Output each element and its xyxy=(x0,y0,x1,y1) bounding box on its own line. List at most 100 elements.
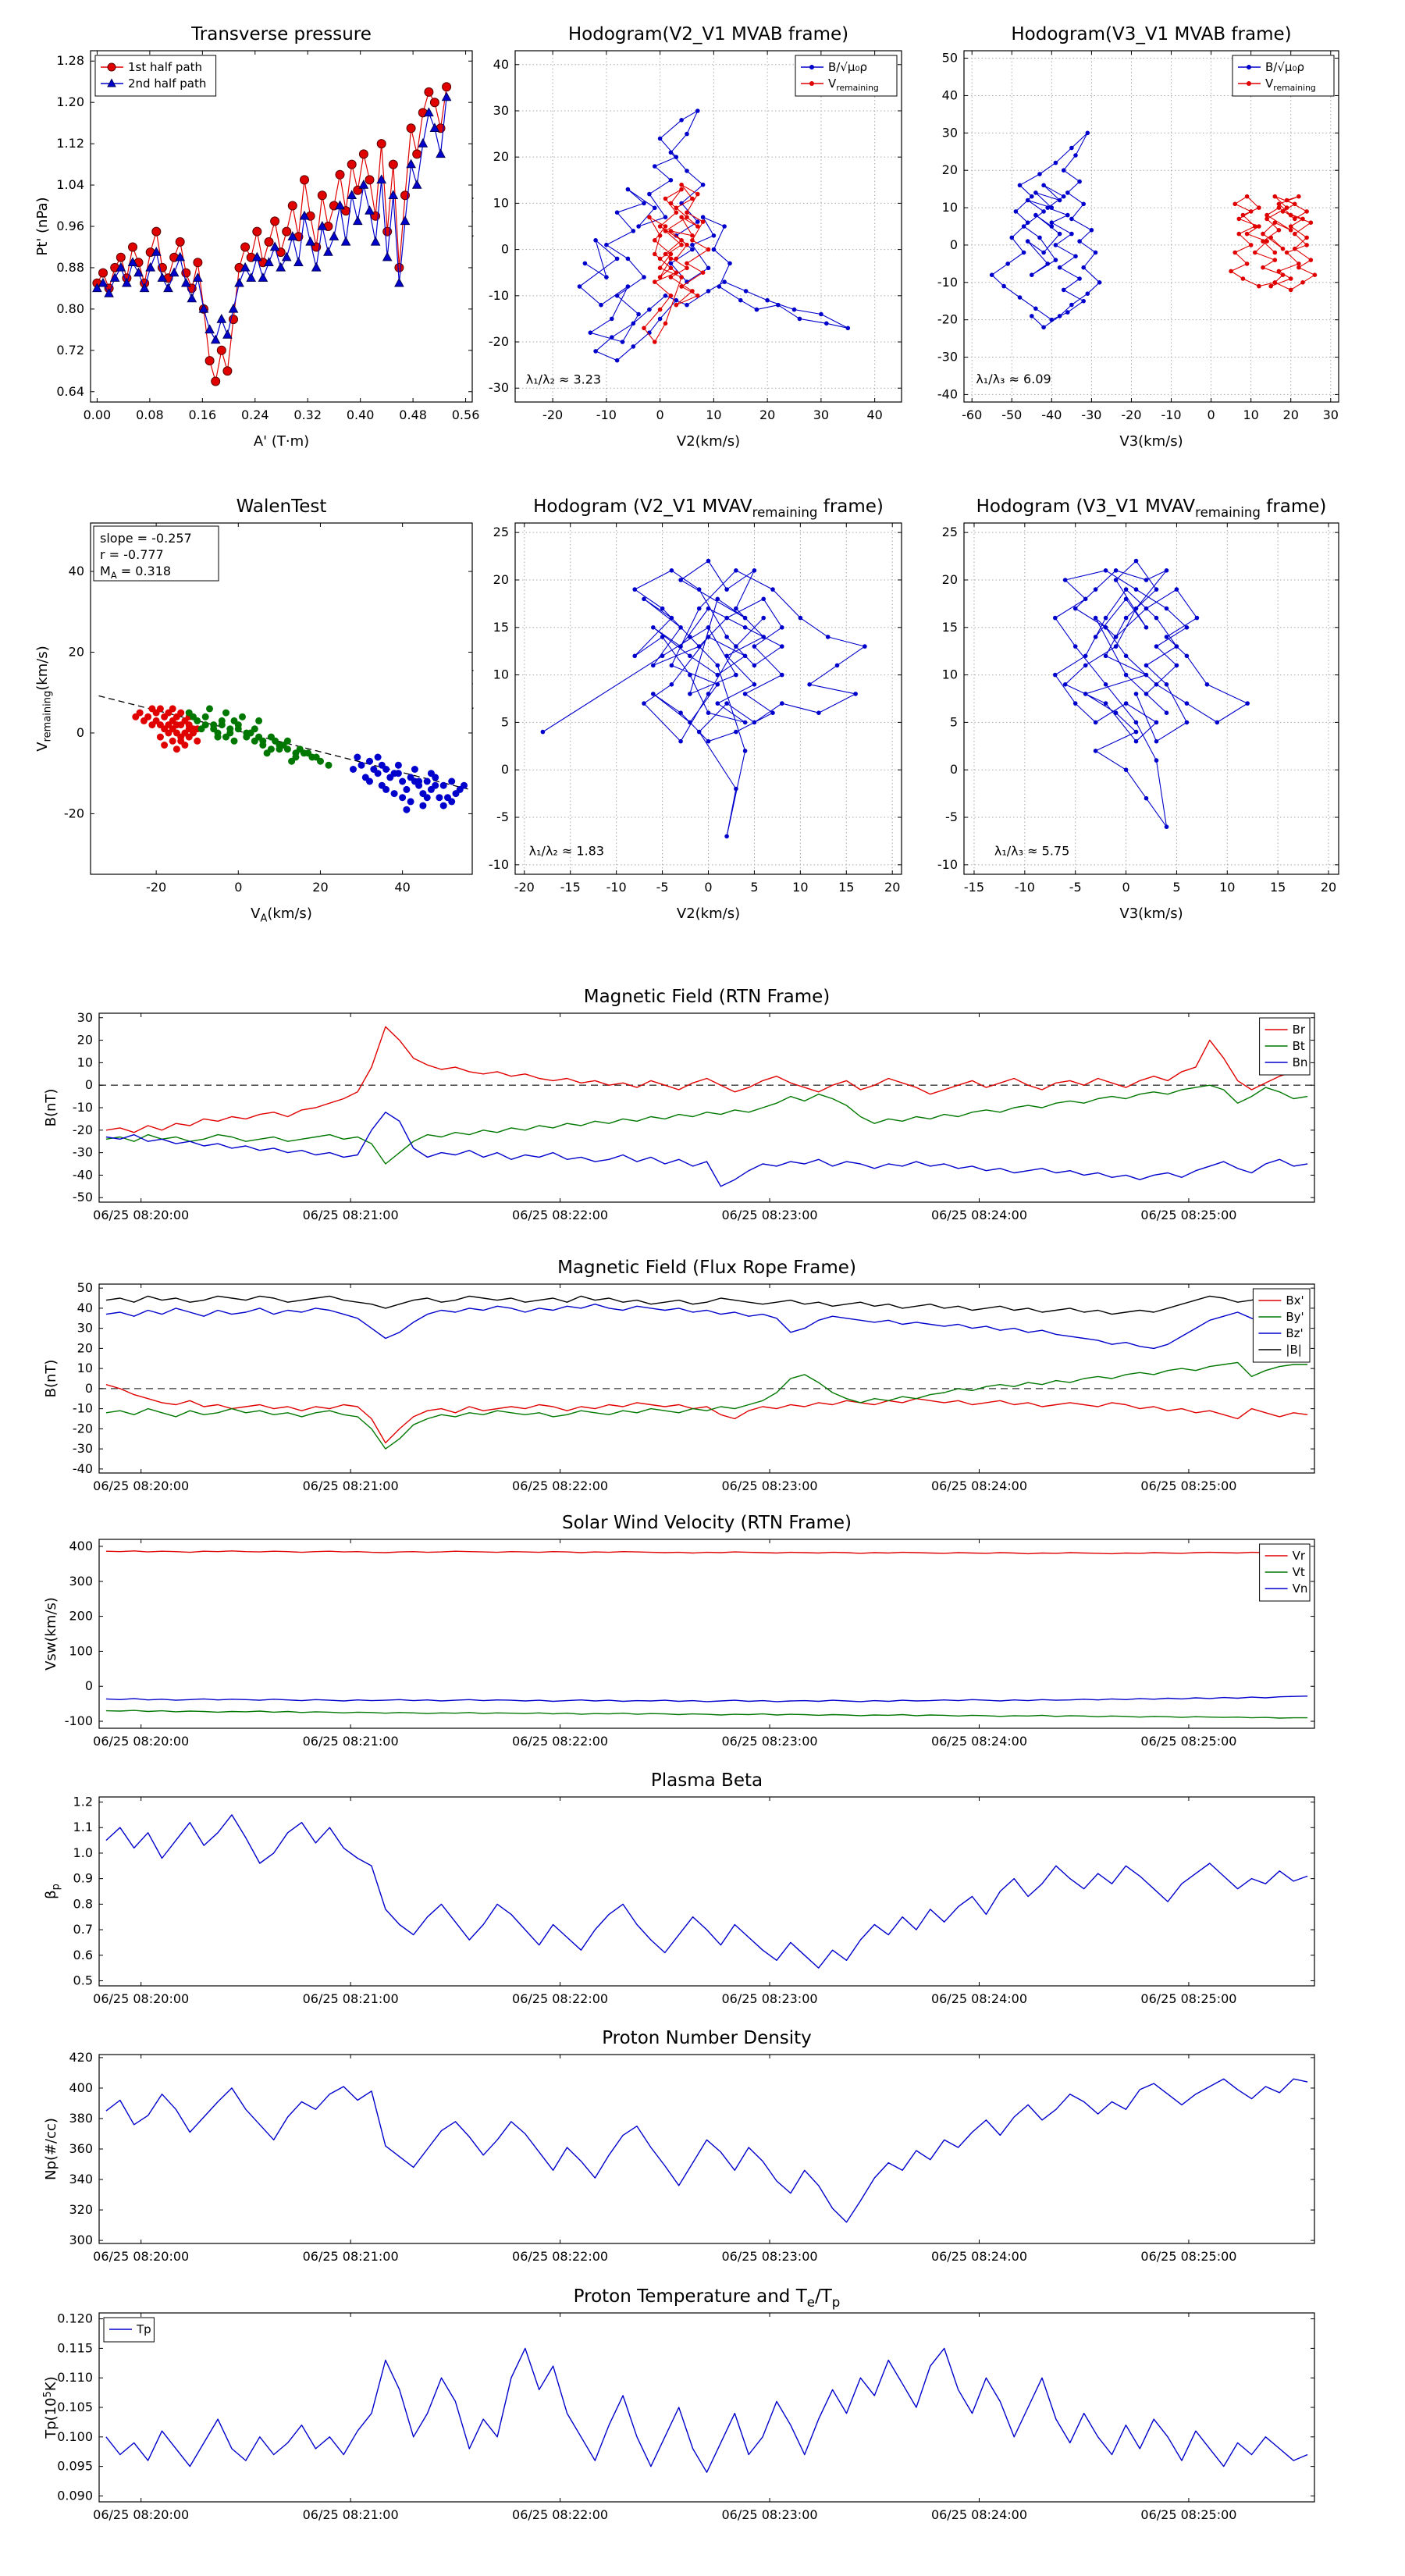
mag-fr-ytick-label: -10 xyxy=(73,1401,93,1416)
transverse-plot-area xyxy=(91,51,472,402)
beta-title: Plasma Beta xyxy=(651,1770,763,1791)
hod-v3-mvab-annotation: λ₁/λ₃ ≈ 6.09 xyxy=(976,372,1051,386)
walen-point-seg2 xyxy=(267,733,275,741)
vel-rtn-series-Vt xyxy=(105,1710,1308,1719)
tp-xtick-label: 06/25 08:21:00 xyxy=(303,2507,399,2522)
hod-v3-mvab-ytick-label: -20 xyxy=(937,312,958,327)
transverse-xtick-label: 0.24 xyxy=(241,407,269,422)
hod-v2-mvav-ytick-label: 15 xyxy=(493,620,509,635)
walen-point-seg3 xyxy=(394,770,402,777)
mag-rtn-ytick-label: -20 xyxy=(73,1123,93,1137)
mag-fr-xtick-label: 06/25 08:21:00 xyxy=(303,1478,399,1493)
np-ytick-label: 300 xyxy=(69,2233,93,2247)
tp-ytick-label: 0.120 xyxy=(57,2311,93,2326)
transverse-title: Transverse pressure xyxy=(190,24,372,44)
tp-ytick-label: 0.110 xyxy=(57,2370,93,2385)
transverse-ytick-label: 0.96 xyxy=(56,219,84,233)
hod-v3-mvab-legend-label: B/√μ₀ρ xyxy=(1265,60,1304,74)
walen-xtick-label: 0 xyxy=(234,880,242,895)
np-plot-area xyxy=(99,2055,1314,2243)
walen-point-seg2 xyxy=(206,705,213,713)
walen-point-seg2 xyxy=(239,713,246,720)
mag-fr-axes: 06/25 08:20:00 06/25 08:21:00 06/25 08:22:… xyxy=(73,1280,1314,1493)
mag-rtn-ytick-label: 30 xyxy=(77,1010,93,1025)
hod-v3-mvab-legend[interactable] xyxy=(1232,55,1335,97)
vel-rtn-series-Vn xyxy=(105,1695,1308,1703)
tp-plot-group xyxy=(105,2347,1308,2473)
walen-point-seg2 xyxy=(251,725,258,733)
hod-v3-mvab-title: Hodogram(V3_V1 MVAB frame) xyxy=(1011,24,1291,44)
hod-v2-mvab-xtick-label: -10 xyxy=(596,407,617,422)
walen-point-seg1 xyxy=(177,721,185,729)
hod-v2-mvab-title: Hodogram(V2_V1 MVAB frame) xyxy=(568,24,848,44)
walen-point-seg2 xyxy=(283,737,291,745)
hod-v2-mvab-ytick-label: -30 xyxy=(489,380,509,395)
tp-xtick-label: 06/25 08:22:00 xyxy=(512,2507,608,2522)
mag-fr-legend-label: |B| xyxy=(1286,1343,1301,1357)
np-ytick-label: 380 xyxy=(69,2111,93,2126)
hod-v3-mvav-annotation: λ₁/λ₃ ≈ 5.75 xyxy=(994,844,1069,859)
walen-point-seg3 xyxy=(350,766,357,773)
hod-v2-mvab-ytick-label: 10 xyxy=(493,195,509,210)
mag-rtn-title: Magnetic Field (RTN Frame) xyxy=(584,987,831,1007)
vel-rtn-ytick-label: 400 xyxy=(69,1539,93,1553)
walen-plot-group xyxy=(98,695,468,813)
hod-v2-mvav-xtick-label: 15 xyxy=(838,880,854,895)
walen-point-seg3 xyxy=(436,794,443,802)
svg-hod-v3-mvav: -15 -10 -5 0 5 10 15 20 -10 -5 0 5 10 15 20 25 Hodogram … xyxy=(908,496,1339,922)
hod-v3-mvab-ytick-label: 20 xyxy=(942,162,958,177)
walen-point-seg3 xyxy=(452,790,460,798)
walen-point-seg1 xyxy=(148,705,156,713)
hod-v3-mvab-ytick-label: 40 xyxy=(942,87,958,102)
chart-hodogram-v3v1-mvav: -15 -10 -5 0 5 10 15 20 -10 -5 0 5 10 15 20 25 Hodogram … xyxy=(908,488,1370,941)
walen-point-seg1 xyxy=(161,742,169,749)
vel-rtn-plot-group xyxy=(105,1550,1308,1719)
tp-xtick-label: 06/25 08:20:00 xyxy=(93,2507,189,2522)
tp-ytick-label: 0.095 xyxy=(57,2459,93,2474)
hod-v2-mvab-legend[interactable] xyxy=(795,55,898,97)
hod-v2-mvav-title: Hodogram (V2_V1 MVAVremaining frame) xyxy=(533,496,884,520)
tp-xtick-label: 06/25 08:23:00 xyxy=(722,2507,818,2522)
walen-point-seg1 xyxy=(173,745,180,753)
walen-point-seg3 xyxy=(403,806,411,813)
walen-point-seg1 xyxy=(148,721,156,729)
walen-point-seg3 xyxy=(354,753,361,761)
hod-v2-mvab-ylabel: V1(km/s) xyxy=(472,194,475,258)
hod-v2-mvab-series-B xyxy=(578,110,848,361)
hod-v2-mvab-ytick-label: 20 xyxy=(493,149,509,164)
walen-point-seg3 xyxy=(399,777,407,785)
svg-hod-v2-mvab: -20 -10 0 10 20 30 40 -30 -20 -10 0 10 20 30 40 Hodogra… xyxy=(459,24,902,450)
hod-v3-mvab-ytick-label: 0 xyxy=(950,237,958,252)
walen-point-seg3 xyxy=(394,761,402,769)
hod-v3-mvav-xtick-label: 15 xyxy=(1270,880,1286,895)
walen-point-seg3 xyxy=(411,777,418,785)
transverse-xtick-label: 0.08 xyxy=(136,407,164,422)
transverse-legend[interactable] xyxy=(94,55,217,97)
mag-fr-xtick-label: 06/25 08:24:00 xyxy=(931,1478,1027,1493)
vel-rtn-ytick-label: 300 xyxy=(69,1574,93,1589)
hod-v3-mvav-xtick-label: 20 xyxy=(1321,880,1336,895)
hod-v3-mvab-xtick-label: 20 xyxy=(1283,407,1299,422)
chart-proton-density: 06/25 08:20:00 06/25 08:21:00 06/25 08:22:… xyxy=(31,2017,1374,2282)
walen-point-seg1 xyxy=(165,721,173,729)
beta-ytick-label: 0.7 xyxy=(73,1922,93,1937)
hod-v2-mvav-ytick-label: -10 xyxy=(489,857,509,872)
hod-v2-mvav-xtick-label: -5 xyxy=(656,880,669,895)
hod-v3-mvab-series-B xyxy=(991,132,1101,328)
mag-rtn-ytick-label: 20 xyxy=(77,1033,93,1048)
hod-v3-mvab-xtick-label: 0 xyxy=(1208,407,1215,422)
mag-fr-ylabel: B(nT) xyxy=(43,1360,59,1398)
hod-v2-mvab-plot-group xyxy=(515,51,902,402)
beta-ytick-label: 0.9 xyxy=(73,1871,93,1886)
hod-v2-mvav-ytick-label: 0 xyxy=(501,762,509,777)
np-ytick-label: 420 xyxy=(69,2050,93,2065)
hod-v2-mvab-legend-label: Vremaining xyxy=(828,76,879,93)
hod-v3-mvab-plot-group xyxy=(964,51,1339,402)
mag-fr-ytick-label: 20 xyxy=(77,1340,93,1355)
walen-point-seg2 xyxy=(190,713,197,720)
transverse-xtick-label: 0.16 xyxy=(189,407,217,422)
transverse-ytick-label: 0.64 xyxy=(56,384,84,399)
walen-stats-line: slope = -0.257 xyxy=(100,531,192,546)
np-xtick-label: 06/25 08:20:00 xyxy=(93,2249,189,2264)
transverse-ytick-label: 0.88 xyxy=(56,260,84,275)
